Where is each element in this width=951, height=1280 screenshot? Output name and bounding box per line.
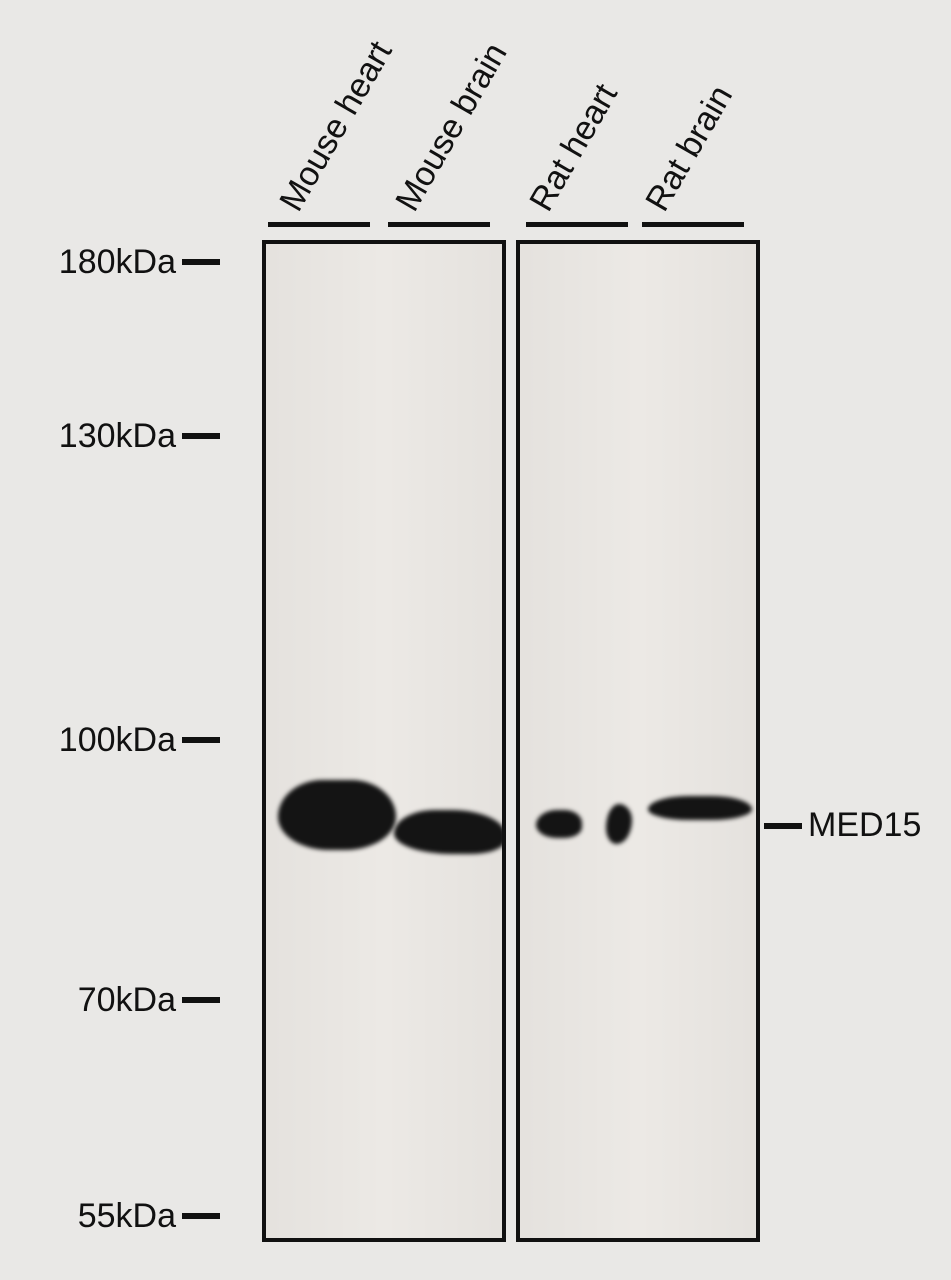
band-mouse-heart — [278, 780, 396, 850]
lane-tick-1 — [268, 222, 370, 227]
lane-label-rat-heart: Rat heart — [522, 77, 626, 218]
mw-180: 180kDa — [0, 242, 220, 282]
mw-100: 100kDa — [0, 720, 220, 760]
band-rat-brain — [648, 796, 752, 820]
lane-tick-2 — [388, 222, 490, 227]
band-mouse-brain — [394, 810, 506, 854]
band-rat-heart-a — [536, 810, 582, 838]
lane-label-mouse-heart: Mouse heart — [272, 35, 400, 218]
panel-left — [262, 240, 506, 1242]
western-blot-figure: Mouse heart Mouse brain Rat heart Rat br… — [0, 0, 951, 1280]
lane-label-mouse-brain: Mouse brain — [388, 36, 515, 218]
lane-tick-4 — [642, 222, 744, 227]
lane-tick-3 — [526, 222, 628, 227]
protein-label-row: MED15 — [764, 806, 921, 845]
protein-tick-icon — [764, 823, 802, 829]
panel-right — [516, 240, 760, 1242]
mw-55: 55kDa — [0, 1196, 220, 1236]
mw-70: 70kDa — [0, 980, 220, 1020]
mw-130: 130kDa — [0, 416, 220, 456]
lane-label-rat-brain: Rat brain — [638, 79, 741, 218]
protein-label: MED15 — [808, 806, 921, 845]
